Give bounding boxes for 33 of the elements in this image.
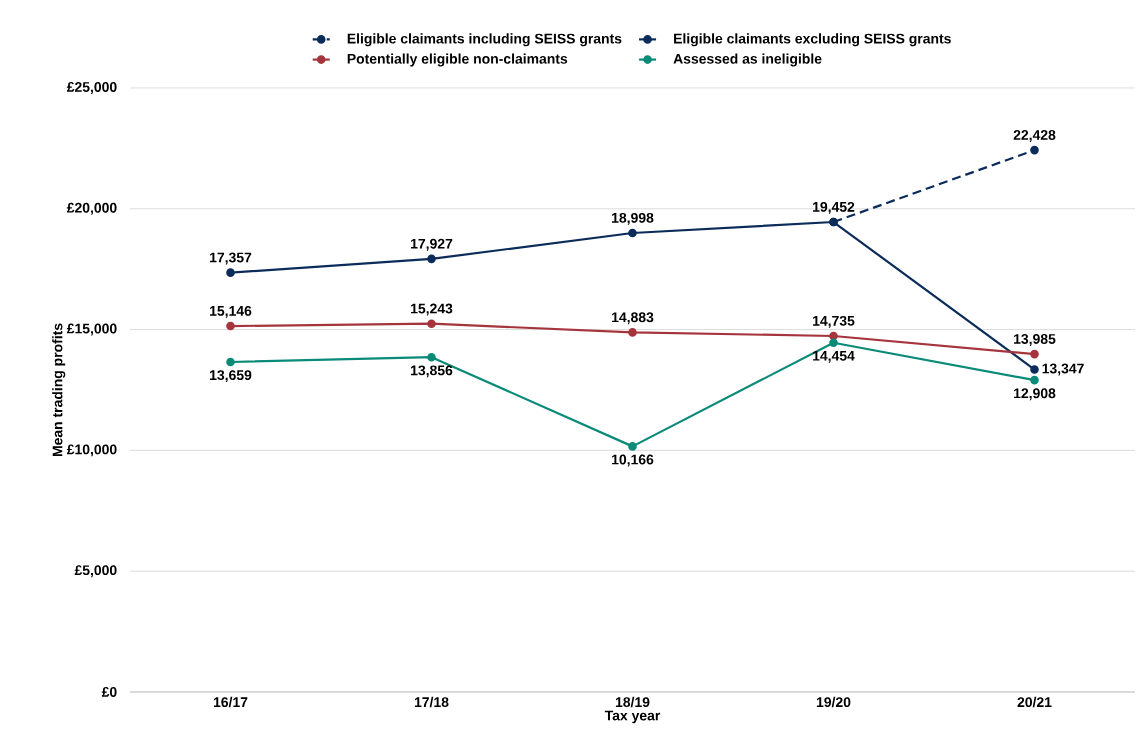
x-tick-label: 18/19 [615, 696, 650, 708]
y-tick-label: £5,000 [74, 565, 117, 578]
data-label: 14,454 [813, 350, 855, 363]
data-label: 15,243 [411, 303, 453, 316]
data-label: 13,985 [1014, 334, 1056, 346]
data-label: 14,735 [813, 315, 855, 328]
y-tick-label: £0 [101, 687, 117, 697]
y-tick-label: £20,000 [66, 202, 117, 215]
x-tick-label: 17/18 [414, 696, 449, 708]
y-tick-label: £25,000 [66, 82, 117, 94]
y-tick-label: £10,000 [66, 444, 117, 457]
data-label: 17,927 [411, 238, 453, 251]
data-label: 22,428 [1013, 130, 1056, 142]
data-label: 19,452 [813, 201, 855, 214]
legend-label: Eligible claimants including SEISS grants [347, 33, 622, 47]
data-label: 18,998 [612, 212, 654, 225]
data-label: 13,856 [411, 365, 453, 378]
x-tick-label: 19/20 [816, 696, 851, 708]
data-label: 15,146 [210, 305, 252, 318]
y-tick-label: £15,000 [66, 323, 117, 336]
data-label: 13,659 [210, 370, 252, 383]
data-label: 13,347 [1042, 363, 1084, 376]
x-tick-label: 16/17 [213, 696, 248, 708]
legend-label: Assessed as ineligible [673, 53, 822, 67]
data-label: 14,883 [612, 312, 654, 325]
x-tick-label: 20/21 [1017, 696, 1052, 708]
data-label: 10,166 [612, 454, 654, 467]
y-axis-title: Mean trading profits [52, 323, 66, 457]
legend-label: Potentially eligible non-claimants [347, 53, 568, 67]
data-label: 17,357 [210, 252, 252, 265]
legend-label: Eligible claimants excluding SEISS grants [674, 33, 951, 47]
data-label: 12,908 [1014, 388, 1056, 401]
x-axis-title: Tax year [604, 710, 661, 724]
